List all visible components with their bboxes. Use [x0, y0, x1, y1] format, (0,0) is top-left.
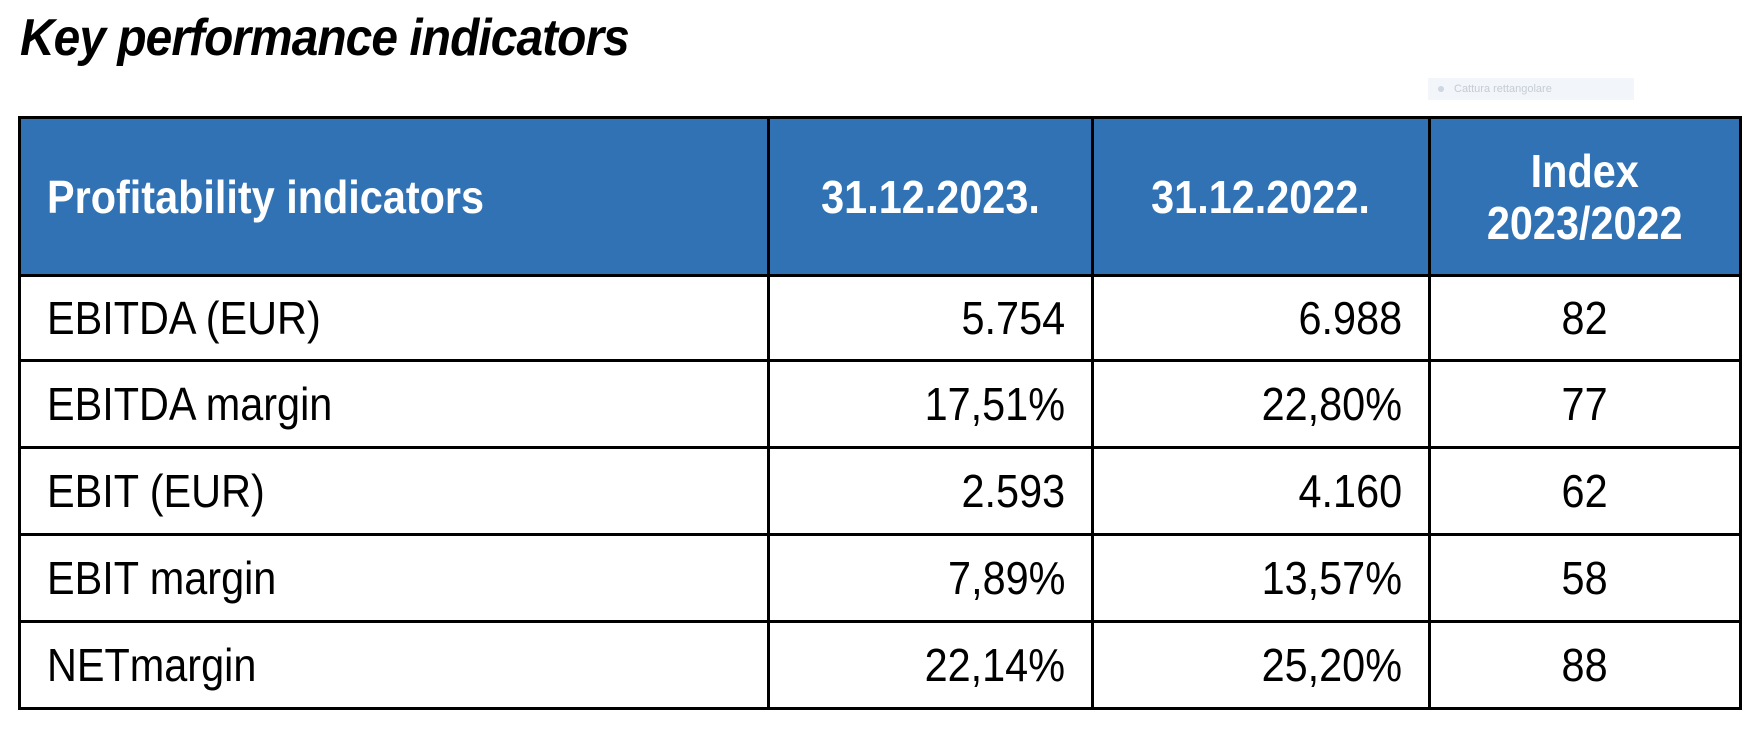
- index-value: 82: [1428, 274, 1742, 362]
- header-index-line1: Index: [1530, 144, 1640, 197]
- value-2023: 17,51%: [767, 359, 1094, 449]
- kpi-table: Profitability indicators 31.12.2023. 31.…: [18, 116, 1742, 710]
- value-2022: 25,20%: [1091, 620, 1431, 710]
- value-2023: 22,14%: [767, 620, 1094, 710]
- capture-dot-icon: [1438, 86, 1444, 92]
- row-label: NETmargin: [18, 620, 770, 710]
- header-profitability-indicators: Profitability indicators: [18, 116, 770, 277]
- table-header-row: Profitability indicators 31.12.2023. 31.…: [18, 116, 1742, 277]
- value-2023: 5.754: [767, 274, 1094, 362]
- row-label: EBITDA margin: [18, 359, 770, 449]
- value-2022: 13,57%: [1091, 533, 1431, 623]
- value-2022: 6.988: [1091, 274, 1431, 362]
- table-row: NETmargin 22,14% 25,20% 88: [18, 620, 1742, 710]
- value-2022: 22,80%: [1091, 359, 1431, 449]
- header-index: Index 2023/2022: [1428, 116, 1742, 277]
- page-title: Key performance indicators: [20, 9, 630, 67]
- value-2023: 7,89%: [767, 533, 1094, 623]
- row-label: EBITDA (EUR): [18, 274, 770, 362]
- table-row: EBIT (EUR) 2.593 4.160 62: [18, 446, 1742, 536]
- header-index-line2: 2023/2022: [1487, 196, 1683, 249]
- rectangular-capture-widget[interactable]: Cattura rettangolare: [1428, 78, 1634, 100]
- index-value: 88: [1428, 620, 1742, 710]
- row-label: EBIT margin: [18, 533, 770, 623]
- value-2023: 2.593: [767, 446, 1094, 536]
- table-row: EBIT margin 7,89% 13,57% 58: [18, 533, 1742, 623]
- table-row: EBITDA margin 17,51% 22,80% 77: [18, 359, 1742, 449]
- table-row: EBITDA (EUR) 5.754 6.988 82: [18, 274, 1742, 362]
- value-2022: 4.160: [1091, 446, 1431, 536]
- index-value: 62: [1428, 446, 1742, 536]
- row-label: EBIT (EUR): [18, 446, 770, 536]
- index-value: 58: [1428, 533, 1742, 623]
- index-value: 77: [1428, 359, 1742, 449]
- header-2022: 31.12.2022.: [1091, 116, 1431, 277]
- capture-widget-label: Cattura rettangolare: [1454, 83, 1552, 95]
- header-2023: 31.12.2023.: [767, 116, 1094, 277]
